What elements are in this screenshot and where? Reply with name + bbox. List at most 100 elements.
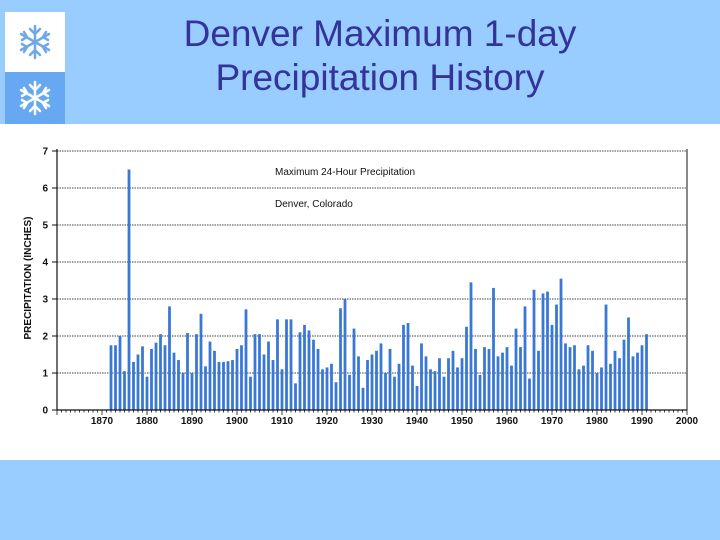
- chart-title: Maximum 24-Hour Precipitation: [275, 167, 415, 178]
- bar: [591, 350, 594, 410]
- bar: [622, 339, 626, 410]
- slide-title-line-1: Denver Maximum 1-day: [183, 13, 577, 54]
- chart-panel: 0 1 2 3 4 5 6 7 1870 1880 1890 1900 1910 1920 1930 194…: [0, 124, 720, 460]
- bar: [307, 330, 311, 410]
- bar: [145, 376, 149, 410]
- bar: [595, 373, 599, 410]
- bar: [109, 345, 113, 410]
- bar: [393, 376, 396, 410]
- bar: [118, 336, 122, 410]
- bar: [141, 346, 144, 410]
- bar: [510, 365, 513, 410]
- bar: [645, 334, 648, 410]
- bar: [253, 334, 257, 410]
- bar: [573, 345, 576, 410]
- bar: [357, 356, 360, 410]
- bar: [136, 354, 140, 410]
- bar: [343, 299, 347, 410]
- bar: [199, 313, 203, 410]
- bar: [613, 350, 617, 410]
- bar: [312, 339, 315, 410]
- snowflake-icon-box-bottom: [5, 72, 65, 124]
- chart-bars: [109, 169, 648, 410]
- bar: [114, 345, 117, 410]
- bar: [631, 356, 635, 410]
- bar: [321, 369, 324, 410]
- bar: [438, 358, 441, 410]
- bar: [123, 371, 126, 410]
- bar: [609, 363, 612, 410]
- y-tick-label: 5: [42, 221, 48, 232]
- bar: [168, 306, 171, 410]
- bar: [568, 347, 572, 410]
- bar: [514, 328, 518, 410]
- bar: [492, 287, 495, 410]
- bar: [415, 385, 419, 410]
- y-tick-label: 3: [42, 295, 48, 306]
- y-axis-label: PRECIPITATION (INCHES): [23, 217, 34, 340]
- bar: [303, 324, 306, 410]
- bar: [379, 343, 383, 410]
- precipitation-chart: 0 1 2 3 4 5 6 7 1870 1880 1890 1900 1910 1920 1930 194…: [23, 147, 699, 428]
- bar: [429, 369, 432, 410]
- bar: [546, 291, 549, 410]
- bar: [636, 352, 639, 410]
- x-tick-label: 1940: [406, 416, 429, 427]
- bar: [451, 350, 455, 410]
- bar: [487, 348, 491, 410]
- slide-title-line-2: Precipitation History: [215, 57, 545, 98]
- bar: [280, 369, 284, 410]
- bar: [181, 373, 185, 410]
- bar: [501, 352, 504, 410]
- bar: [366, 360, 369, 410]
- bar: [375, 350, 378, 410]
- chart-axes: [52, 149, 688, 415]
- bar: [420, 343, 423, 410]
- bar: [127, 169, 131, 410]
- bar: [330, 363, 333, 410]
- y-tick-label: 0: [42, 406, 48, 417]
- bar: [460, 358, 464, 410]
- chart-subtitle: Denver, Colorado: [275, 199, 353, 210]
- bar: [154, 342, 158, 410]
- bar: [325, 367, 329, 410]
- bar: [541, 293, 545, 410]
- bar: [208, 341, 212, 410]
- bar: [267, 341, 270, 410]
- x-tick-label: 1980: [586, 416, 609, 427]
- y-tick-labels: 0 1 2 3 4 5 6 7: [42, 147, 48, 417]
- bar: [195, 334, 198, 410]
- bar: [316, 348, 320, 410]
- bar: [465, 326, 468, 410]
- bar: [447, 358, 450, 410]
- bar: [370, 354, 374, 410]
- bar: [231, 360, 234, 410]
- y-tick-label: 7: [42, 147, 48, 158]
- snowflake-icon: [19, 80, 51, 116]
- bar: [519, 347, 522, 410]
- bar: [213, 350, 216, 410]
- bar: [564, 343, 567, 410]
- bar: [289, 319, 293, 410]
- bar: [132, 361, 135, 410]
- bar: [388, 348, 392, 410]
- bar: [532, 289, 536, 410]
- x-tick-label: 1870: [91, 416, 114, 427]
- x-tick-label: 1970: [541, 416, 564, 427]
- bar: [150, 348, 153, 410]
- bar: [406, 323, 410, 410]
- bar: [235, 348, 239, 410]
- bar: [402, 324, 405, 410]
- x-tick-label: 2000: [676, 416, 699, 427]
- bar: [172, 352, 176, 410]
- bar: [550, 324, 554, 410]
- x-tick-label: 1990: [631, 416, 654, 427]
- bar: [505, 347, 509, 410]
- bar: [604, 304, 608, 410]
- chart-grid: [57, 150, 687, 411]
- bar: [582, 365, 585, 410]
- x-tick-label: 1890: [181, 416, 204, 427]
- bar: [424, 356, 428, 410]
- slide-title: Denver Maximum 1-day Precipitation Histo…: [130, 12, 630, 100]
- bar: [159, 334, 162, 410]
